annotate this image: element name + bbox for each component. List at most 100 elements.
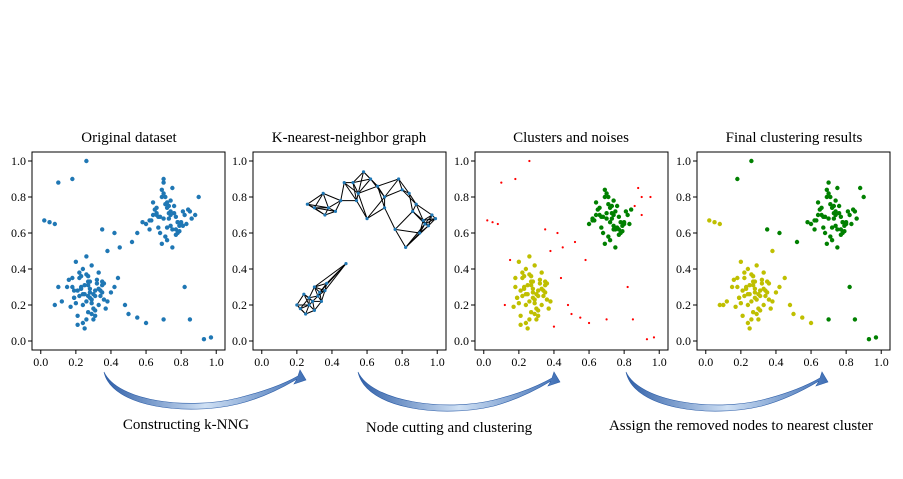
cluster-point-green [609,216,615,221]
data-point [143,320,149,326]
cluster-point-green [607,238,613,243]
data-point [82,326,87,331]
graph-edge [313,286,319,297]
cluster-point-yellow [782,275,787,281]
cluster-point-yellow [735,275,740,281]
cluster-point-yellow [527,272,532,277]
data-point [75,313,80,318]
graph-node [333,209,338,213]
data-point [126,311,131,317]
cluster-point-green [836,203,842,209]
cluster-point-green [606,194,611,200]
cluster-point-green [607,220,613,225]
x-tick-label: 1.0 [874,355,889,369]
plot-frame [31,151,226,351]
cluster-point-green [616,214,622,219]
cluster-point-yellow [523,302,529,308]
data-point [92,308,98,313]
cluster-point-green [814,218,819,223]
cluster-point-green [602,187,608,192]
cluster-point-green [604,211,609,216]
y-tick-label: 0.0 [11,334,26,348]
cluster-point-green [833,209,838,214]
cluster-point-yellow [548,299,553,304]
x-tick-label: 0.0 [698,355,713,369]
noise-point [652,336,656,339]
graph-node [356,191,360,195]
cluster-point-yellow [546,306,551,311]
y-tick-label: 0.0 [454,334,469,348]
cluster-point-yellow [528,279,534,284]
graph-edge [328,200,341,209]
data-point [170,245,175,250]
cluster-point-yellow [808,320,814,326]
cluster-point-green [821,225,826,230]
cluster-point-yellow [527,299,532,304]
graph-node [382,195,387,199]
graph-node [316,294,320,298]
data-point [182,212,187,218]
cluster-point-yellow [542,283,548,288]
cluster-point-yellow [757,288,763,293]
cluster-point-green [861,194,866,200]
cluster-point-green [826,180,831,185]
cluster-point-yellow [521,284,527,290]
cluster-point-yellow [742,275,747,281]
data-point [105,248,110,254]
noise-point [631,318,635,321]
cluster-point-yellow [745,320,751,326]
graph-edge [314,207,336,212]
cluster-point-green [628,207,634,212]
data-point [115,275,121,281]
graph-node [323,213,327,217]
noise-point [626,285,629,289]
graph-edge [314,301,322,311]
cluster-point-green [602,194,608,200]
cluster-point-yellow [516,301,522,306]
data-point [77,293,82,299]
cluster-point-green [611,227,616,232]
graph-node [418,231,422,235]
data-point [84,299,89,304]
cluster-point-yellow [712,220,717,225]
cluster-point-green [850,207,856,212]
graph-node [321,191,325,195]
cluster-point-yellow [743,284,749,290]
noise-point [486,219,489,222]
data-point [164,200,170,205]
graph-node [433,217,438,221]
cluster-point-green [828,194,833,200]
panel-title-knng: K-nearest-neighbor graph [272,130,427,146]
data-point [70,176,75,182]
x-tick-label: 1.0 [430,355,445,369]
cluster-point-green [616,232,622,237]
noise-point [633,204,636,208]
cluster-point-yellow [761,286,766,291]
cluster-point-green [618,220,623,225]
x-tick-label: 0.8 [839,355,854,369]
graph-edge [412,211,426,225]
data-point [99,227,105,232]
cluster-point-yellow [752,290,758,295]
data-point [96,270,101,275]
y-tick-label: 0.4 [454,262,469,276]
graph-node [298,307,302,311]
cluster-point-yellow [756,317,761,322]
cluster-point-green [835,227,840,232]
graph-edge [352,182,358,201]
graph-edge [424,214,433,225]
graph-edge [299,297,310,309]
x-tick-label: 0.4 [103,355,118,369]
graph-edge [356,200,368,219]
y-tick-label: 1.0 [454,154,469,168]
graph-node [342,181,346,185]
cluster-point-yellow [528,283,534,288]
data-point [80,266,86,272]
y-tick-label: 0.2 [11,298,26,312]
graph-edge [405,225,429,248]
cluster-point-green [845,209,851,214]
step-arrow-3 [625,371,829,412]
cluster-point-green [829,225,835,230]
x-tick-label: 1.0 [209,355,224,369]
cluster-point-green [831,203,837,209]
